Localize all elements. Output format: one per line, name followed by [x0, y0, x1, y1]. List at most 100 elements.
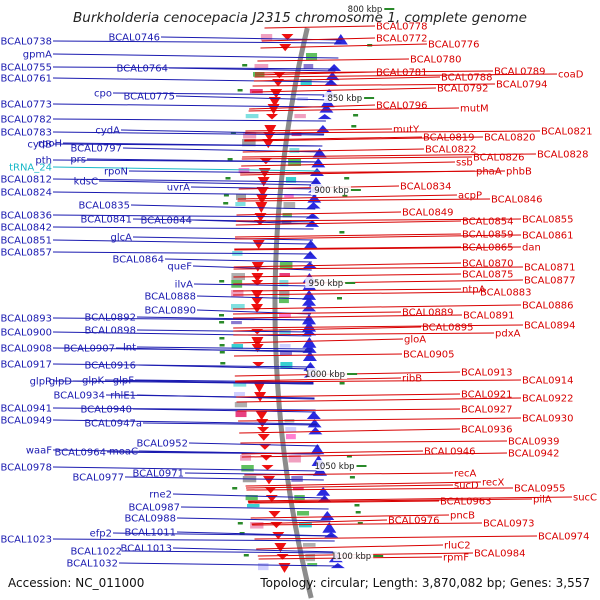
annotation-band — [289, 148, 300, 154]
reverse-gene-mark — [266, 114, 278, 120]
connector-line-left — [112, 532, 334, 537]
gene-label-right: ntpA — [462, 285, 486, 296]
gene-label-right: BCAL0913 — [461, 368, 513, 379]
connector-line-right — [248, 107, 460, 112]
connector-line-right — [233, 279, 524, 285]
gene-label-left: BCAL0917 — [0, 360, 52, 371]
gene-label-left: BCAL0824 — [0, 188, 52, 199]
reverse-gene-mark — [252, 240, 265, 249]
connector-line-left — [52, 131, 324, 136]
gene-label-right: recA — [454, 469, 477, 480]
gene-label-left: BCAL0890 — [144, 306, 196, 317]
gene-label-right: BCAL0914 — [522, 376, 574, 387]
connector-line-left — [52, 40, 342, 44]
annotation-band — [234, 392, 245, 396]
position-label: 800 kbp — [348, 5, 383, 15]
connector-line-right — [244, 136, 423, 141]
connector-line-right — [236, 397, 522, 403]
reverse-gene-mark — [278, 563, 291, 573]
connector-line-left — [52, 53, 339, 59]
connector-line-left — [190, 186, 318, 190]
connector-line-right — [254, 73, 558, 78]
connector-line-right — [250, 514, 450, 519]
reverse-gene-mark — [251, 297, 263, 306]
gene-label-right: ssb — [456, 158, 473, 169]
feature-tick — [223, 194, 229, 197]
connector-line-left — [52, 103, 329, 108]
gene-label-right: BCAL0927 — [461, 405, 513, 416]
gene-label-right: BCAL0976 — [388, 516, 440, 527]
gene-label-right: BCAL0883 — [480, 288, 532, 299]
connector-line-left — [176, 517, 331, 522]
annotation-band — [243, 132, 257, 139]
connector-line-right — [237, 408, 461, 412]
annotation-band — [233, 382, 247, 387]
gene-label-left: uvrA — [167, 183, 190, 194]
gene-label-right: BCAL0955 — [514, 484, 566, 495]
gene-label-left: BCAL0892 — [84, 313, 136, 324]
gene-label-right: mutY — [393, 125, 420, 136]
gene-label-left: BCAL0947a — [84, 419, 142, 430]
forward-gene-mark — [302, 297, 316, 306]
connector-line-right — [246, 487, 514, 491]
gene-label-left: BCAL0934 — [53, 391, 105, 402]
connector-line-right — [234, 234, 522, 240]
position-label-bg — [310, 184, 351, 195]
gene-label-left: glpF — [113, 376, 134, 387]
gene-label-left: ilvA — [175, 280, 193, 291]
gene-label-left: BCAL0761 — [0, 74, 52, 85]
gene-label-left: BCAL0842 — [0, 223, 52, 234]
connector-line-right — [244, 472, 454, 476]
connector-line-right — [256, 544, 444, 550]
feature-tick — [349, 476, 355, 479]
annotation-band — [258, 563, 269, 571]
connector-line-right — [232, 311, 402, 315]
forward-gene-mark — [315, 125, 330, 133]
annotation-band — [285, 427, 297, 432]
connector-line-left — [52, 538, 335, 542]
annotation-band — [280, 362, 293, 369]
connector-line-right — [260, 43, 428, 49]
gene-label-left: cpo — [94, 89, 112, 100]
connector-line-left — [188, 442, 320, 447]
feature-tick — [223, 202, 229, 205]
gene-label-right: BCAL0834 — [400, 182, 452, 193]
annotation-band — [293, 487, 304, 491]
connector-line-left — [52, 419, 317, 425]
gene-label-right: BCAL0819 — [423, 133, 475, 144]
gene-labels: BCAL0738 BCAL0746 gpmA BCAL0755 BCAL0764 BCAL… — [0, 22, 597, 570]
feature-tick — [351, 125, 357, 128]
gene-label-left: BCAL1011 — [124, 528, 176, 539]
forward-gene-mark — [310, 444, 325, 455]
feature-tick — [342, 194, 348, 197]
gene-label-right: dan — [522, 243, 541, 254]
connector-line-right — [237, 198, 491, 202]
connector-line-left — [192, 265, 312, 271]
annotation-band — [279, 314, 291, 318]
gene-label-left: BCAL0812 — [0, 175, 52, 186]
connector-line-right — [242, 153, 537, 158]
connector-line-left — [98, 180, 318, 186]
forward-gene-mark — [324, 532, 339, 538]
gene-label-left: BCAL0851 — [0, 236, 52, 247]
gene-label-left: moaC — [109, 447, 138, 458]
gene-label-right: rpmF — [443, 553, 469, 564]
connector-line-right — [233, 291, 480, 296]
gene-label-left: BCAL0908 — [0, 344, 52, 355]
feature-tick — [230, 132, 236, 135]
gene-label-left: cydB — [27, 140, 52, 151]
gene-label-left: waaF — [26, 446, 52, 457]
gene-label-right: BCAL0889 — [402, 308, 454, 319]
feature-tick — [219, 314, 224, 317]
position-label-bg — [316, 460, 357, 471]
gene-label-left: BCAL0893 — [0, 314, 52, 325]
connector-line-right — [241, 450, 424, 455]
connector-line-right — [238, 417, 522, 422]
forward-gene-mark — [311, 158, 326, 168]
connector-line-left — [52, 251, 313, 255]
gene-label-left: BCAL0764 — [116, 64, 168, 75]
connector-line-left — [120, 129, 325, 135]
forward-gene-mark — [303, 251, 318, 259]
gene-label-right: BCAL0942 — [508, 449, 560, 460]
gene-label-left: glpR — [30, 377, 52, 388]
